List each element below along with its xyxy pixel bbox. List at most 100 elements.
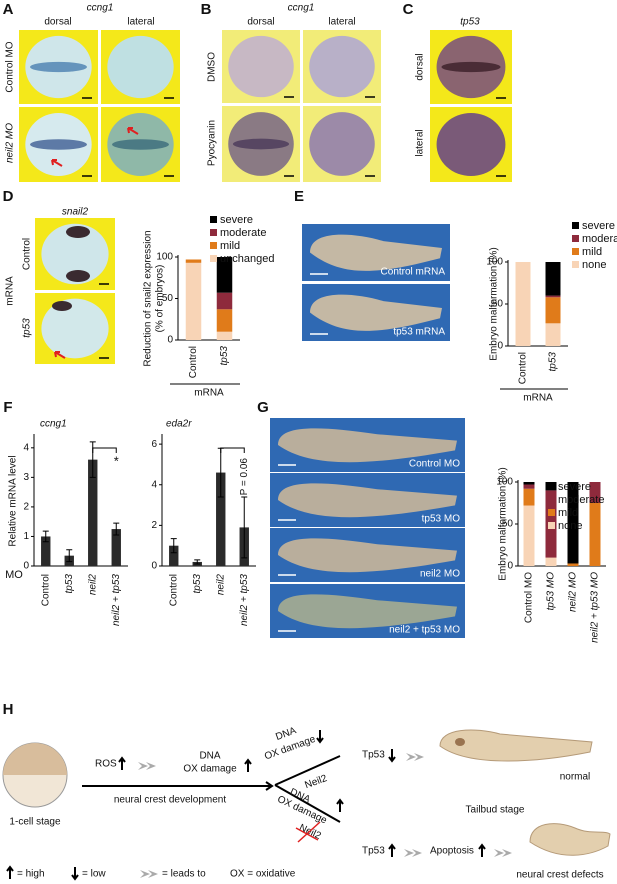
legend-label: none xyxy=(582,259,606,271)
label: Apoptosis xyxy=(430,846,474,857)
error-bar xyxy=(170,538,177,554)
legend-swatch xyxy=(572,222,579,229)
arrow xyxy=(6,865,14,879)
label: OX damage xyxy=(183,764,237,775)
arrow xyxy=(54,351,66,359)
leads-to xyxy=(494,849,512,857)
panel-letter: C xyxy=(403,1,414,18)
legend-label: severe xyxy=(220,214,253,226)
label: Control mRNA xyxy=(381,267,446,278)
arrow xyxy=(51,159,63,167)
legend-label: severe xyxy=(558,481,591,493)
error-bar xyxy=(42,530,49,543)
legend-label: mild xyxy=(220,240,240,252)
bar-segment xyxy=(545,557,557,566)
y-tick-label: 2 xyxy=(23,502,29,513)
x-tick-label: neil2 + tp53 xyxy=(111,574,122,626)
y-tick-label: 50 xyxy=(162,293,174,304)
staining xyxy=(66,270,90,282)
chart-title: ccng1 xyxy=(40,419,67,430)
x-tick-label: Control xyxy=(518,352,529,384)
x-axis-label: mRNA xyxy=(194,388,224,399)
label: DNA xyxy=(199,751,220,762)
arrow xyxy=(388,749,396,763)
error-bar xyxy=(241,496,248,559)
arrow xyxy=(388,843,396,857)
y-tick-label: 1 xyxy=(23,531,29,542)
leads-to xyxy=(140,870,158,878)
panel-letter: B xyxy=(201,1,212,18)
legend-label: severe xyxy=(582,220,615,232)
bar xyxy=(88,459,98,566)
tadpole-drawing xyxy=(529,823,611,856)
bar-segment xyxy=(545,297,561,324)
gene-label: ccng1 xyxy=(288,3,315,14)
y-tick-label: 0 xyxy=(23,561,29,572)
bar-segment xyxy=(545,323,561,346)
label: lateral xyxy=(127,17,154,28)
y-tick-label: 100 xyxy=(496,477,513,488)
gene-label: ccng1 xyxy=(87,3,114,14)
x-tick-label: tp53 xyxy=(192,574,203,594)
x-tick-label: tp53 xyxy=(548,352,559,372)
legend-swatch xyxy=(572,248,579,255)
label: OX = oxidative xyxy=(230,869,296,880)
x-tick-label: tp53 xyxy=(64,574,75,594)
y-axis-label: Embryo malformation (%) xyxy=(489,247,500,360)
bar-segment xyxy=(515,262,531,346)
x-tick-label: Control xyxy=(168,574,179,606)
staining xyxy=(441,61,501,73)
x-axis-label: MO xyxy=(5,569,23,581)
tadpole xyxy=(278,428,457,463)
label: = low xyxy=(82,869,106,880)
label: Control MO xyxy=(409,459,460,470)
leads-to xyxy=(404,849,422,857)
label: neil2 MO xyxy=(5,123,16,163)
label: lateral xyxy=(328,17,355,28)
x-tick-label: neil2 + tp53 MO xyxy=(590,572,601,643)
arrow xyxy=(118,756,126,770)
bar-segment xyxy=(523,482,535,485)
bar-segment xyxy=(589,482,601,503)
legend-swatch xyxy=(548,509,555,516)
chart-title: eda2r xyxy=(166,419,192,430)
label: tp53 MO xyxy=(422,514,461,525)
error-bar xyxy=(194,559,201,565)
legend-swatch xyxy=(210,216,217,223)
bar-segment xyxy=(216,292,233,310)
label: Tp53 xyxy=(362,846,385,857)
label: = high xyxy=(17,869,45,880)
bar xyxy=(41,536,51,566)
branch xyxy=(274,755,341,786)
x-axis-label: mRNA xyxy=(523,393,553,404)
y-tick-label: 0 xyxy=(497,341,503,352)
label: Pyocyanin xyxy=(207,120,218,166)
legend-swatch xyxy=(210,229,217,236)
error-bar xyxy=(113,522,120,536)
legend-label: unchanged xyxy=(220,253,274,265)
leads-to xyxy=(406,753,424,761)
legend-swatch xyxy=(210,242,217,249)
x-tick-label: tp53 xyxy=(219,346,230,366)
x-tick-label: tp53 MO xyxy=(546,572,557,611)
staining xyxy=(232,138,290,150)
label: neural crest defects xyxy=(516,870,603,881)
label: Control MO xyxy=(5,41,16,92)
staining xyxy=(112,139,169,150)
y-tick-label: 3 xyxy=(23,472,29,483)
x-tick-label: neil2 xyxy=(87,574,98,596)
embryo xyxy=(41,298,109,359)
embryo xyxy=(309,112,375,176)
bar-segment xyxy=(185,259,202,263)
egg-top xyxy=(3,743,67,775)
y-axis-label: Reduction of snail2 expression xyxy=(143,230,154,366)
label: mRNA xyxy=(5,276,16,306)
gene-label: snail2 xyxy=(62,207,89,218)
panel-letter: G xyxy=(257,399,269,416)
gene-label: tp53 xyxy=(460,17,480,28)
tadpole xyxy=(310,234,442,271)
arrow xyxy=(316,730,324,744)
x-tick-label: Control MO xyxy=(524,572,535,623)
embryo xyxy=(228,35,294,98)
